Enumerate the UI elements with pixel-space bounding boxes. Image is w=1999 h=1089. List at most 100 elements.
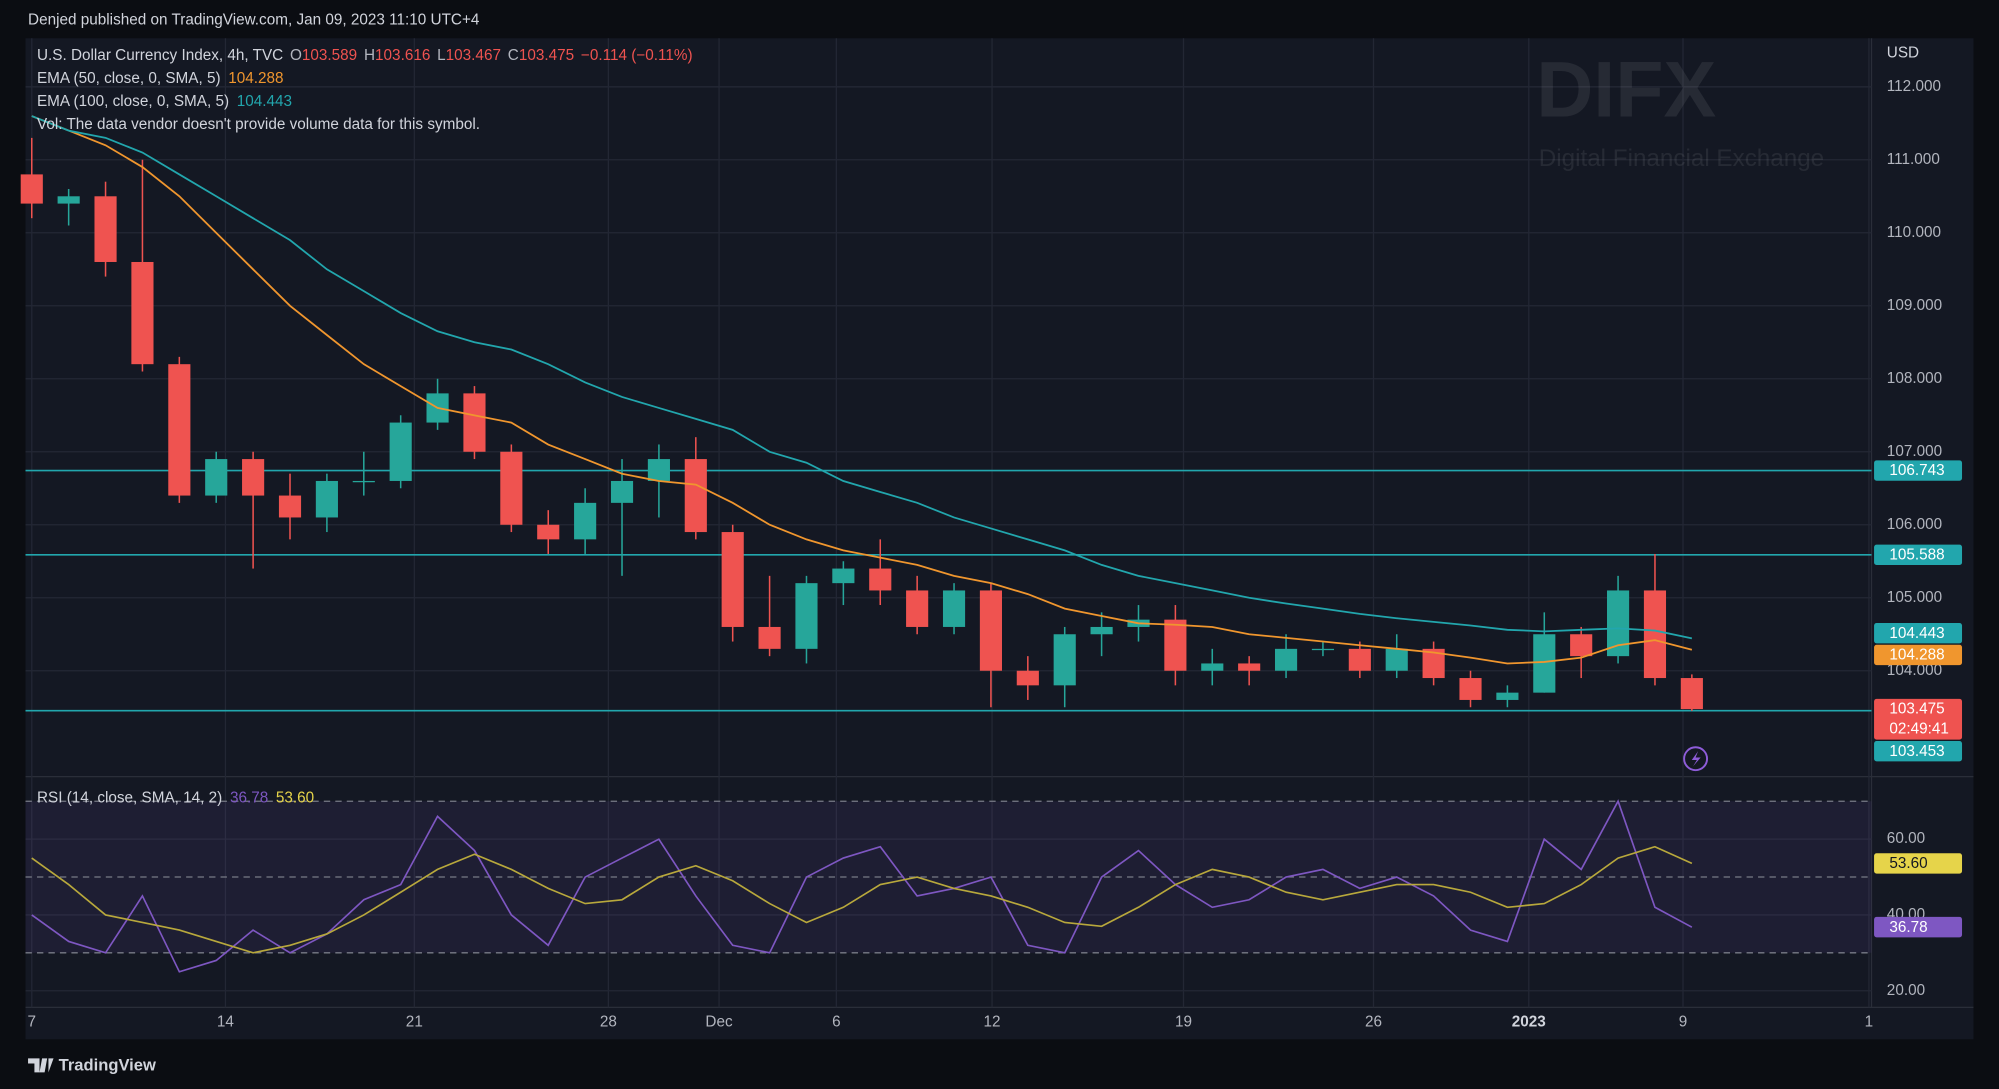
y-tick-label: 60.00 bbox=[1887, 830, 1925, 847]
price-tag bbox=[1874, 853, 1963, 874]
ohlc-value: 103.616 bbox=[375, 47, 430, 64]
alert-icon[interactable] bbox=[1683, 746, 1709, 772]
candle-body bbox=[1496, 692, 1519, 700]
price-tag-label: 106.743 bbox=[1889, 462, 1944, 479]
candle-body bbox=[1607, 590, 1630, 657]
candle-body bbox=[1164, 619, 1187, 671]
y-tick-label: 108.000 bbox=[1887, 370, 1942, 387]
ohlc-value: 103.475 bbox=[519, 47, 574, 64]
price-tag-label: 103.453 bbox=[1889, 743, 1944, 760]
x-tick-label: Dec bbox=[705, 1014, 733, 1031]
x-tick-label: 6 bbox=[832, 1014, 841, 1031]
candle-body bbox=[1643, 590, 1667, 679]
footer-brand: TradingView bbox=[59, 1055, 156, 1074]
x-tick-label: 7 bbox=[28, 1014, 37, 1031]
x-tick-label: 2023 bbox=[1512, 1014, 1546, 1031]
candle-body bbox=[1090, 626, 1113, 635]
candle-body bbox=[869, 568, 892, 591]
candle-body bbox=[352, 480, 375, 483]
price-tag-label: 104.443 bbox=[1889, 625, 1944, 642]
candle-body bbox=[979, 590, 1002, 671]
ohlc-key: L bbox=[437, 47, 446, 64]
candle-body bbox=[1422, 648, 1445, 679]
axis-labels: 7 14 21 28 Dec 6 12 19 26 2023 9 1 104.000 105.000 106… bbox=[28, 78, 1963, 1031]
candle-body bbox=[942, 590, 966, 627]
x-tick-label: 9 bbox=[1679, 1014, 1688, 1031]
price-tag bbox=[1874, 644, 1963, 666]
candle-body bbox=[647, 459, 670, 481]
ohlc-value: 103.589 bbox=[302, 47, 357, 64]
candle-body bbox=[242, 459, 265, 496]
watermark-subtitle: Digital Financial Exchange bbox=[1539, 145, 1824, 172]
x-tick-label: 26 bbox=[1365, 1014, 1382, 1031]
candle-body bbox=[389, 422, 412, 481]
last-price-tag bbox=[1874, 698, 1963, 740]
y-tick-label: 109.000 bbox=[1887, 297, 1942, 314]
candle-body bbox=[1533, 634, 1556, 693]
last-price-label: 103.475 bbox=[1889, 701, 1944, 718]
ohlc-key: C bbox=[508, 47, 519, 64]
y-tick-label: 112.000 bbox=[1887, 78, 1941, 95]
candle-body bbox=[1570, 634, 1593, 657]
watermark: DIFX bbox=[1536, 45, 1716, 134]
rsi-title: RSI (14, close, SMA, 14, 2) bbox=[37, 789, 222, 806]
candle-body bbox=[1201, 663, 1224, 671]
candle-body bbox=[57, 196, 80, 204]
y-tick-label: 105.000 bbox=[1887, 589, 1942, 606]
price-tag bbox=[1874, 460, 1963, 481]
candle-body bbox=[1016, 670, 1039, 686]
candle-body bbox=[1274, 648, 1298, 671]
legend-name: EMA (50, close, 0, SMA, 5) bbox=[37, 70, 221, 87]
price-tag bbox=[1874, 916, 1963, 938]
ema100-legend: EMA (100, close, 0, SMA, 5) 104.443 bbox=[37, 93, 292, 110]
candle-body bbox=[721, 532, 744, 627]
y-tick-label: 20.00 bbox=[1887, 982, 1925, 999]
candle-body bbox=[94, 196, 117, 262]
candle-body bbox=[610, 480, 634, 503]
grid bbox=[25, 38, 1872, 1008]
candle-body bbox=[758, 626, 781, 649]
change: −0.114 (−0.11%) bbox=[581, 47, 693, 64]
plot bbox=[20, 115, 1872, 973]
candle-body bbox=[537, 524, 560, 540]
candle-body bbox=[463, 393, 486, 452]
candle-body bbox=[205, 459, 228, 496]
candle-body bbox=[795, 583, 818, 649]
rsi-line bbox=[31, 845, 1693, 954]
countdown: 02:49:41 bbox=[1889, 721, 1949, 738]
x-tick-label: 14 bbox=[217, 1014, 235, 1031]
ema50-legend: EMA (50, close, 0, SMA, 5) 104.288 bbox=[37, 70, 284, 87]
x-tick-label: 19 bbox=[1175, 1014, 1192, 1031]
candle-body bbox=[168, 364, 191, 496]
candle-body bbox=[1680, 678, 1703, 710]
candle-body bbox=[1238, 663, 1261, 671]
price-tag-label: 104.288 bbox=[1889, 647, 1944, 664]
candle-body bbox=[20, 174, 43, 204]
chart-area bbox=[25, 38, 1974, 1040]
candle-body bbox=[1348, 648, 1371, 671]
legend-name: EMA (100, close, 0, SMA, 5) bbox=[37, 93, 229, 110]
symbol: U.S. Dollar Currency Index, 4h, TVC bbox=[37, 47, 283, 64]
candle-body bbox=[131, 261, 154, 365]
symbol-legend: U.S. Dollar Currency Index, 4h, TVC O103… bbox=[37, 47, 693, 64]
candle-body bbox=[1053, 634, 1076, 686]
price-tag-label: 53.60 bbox=[1889, 855, 1927, 872]
candle-body bbox=[832, 568, 855, 584]
x-tick-label: 12 bbox=[984, 1014, 1001, 1031]
rsi-legend: RSI (14, close, SMA, 14, 2) 36.78 53.60 bbox=[37, 789, 314, 806]
currency: USD bbox=[1887, 45, 1919, 62]
price-tag bbox=[1874, 740, 1963, 762]
x-tick-label: 28 bbox=[600, 1014, 617, 1031]
ema-line bbox=[31, 115, 1693, 665]
y-tick-label: 106.000 bbox=[1887, 516, 1942, 533]
candle-body bbox=[1311, 648, 1335, 651]
price-tag bbox=[1874, 623, 1963, 644]
rsi-sma-value: 53.60 bbox=[276, 789, 314, 806]
candle-body bbox=[1459, 678, 1482, 700]
price-tag-label: 36.78 bbox=[1889, 919, 1927, 936]
y-tick-label: 111.000 bbox=[1887, 151, 1940, 168]
published-note: Denjed published on TradingView.com, Jan… bbox=[28, 11, 480, 28]
